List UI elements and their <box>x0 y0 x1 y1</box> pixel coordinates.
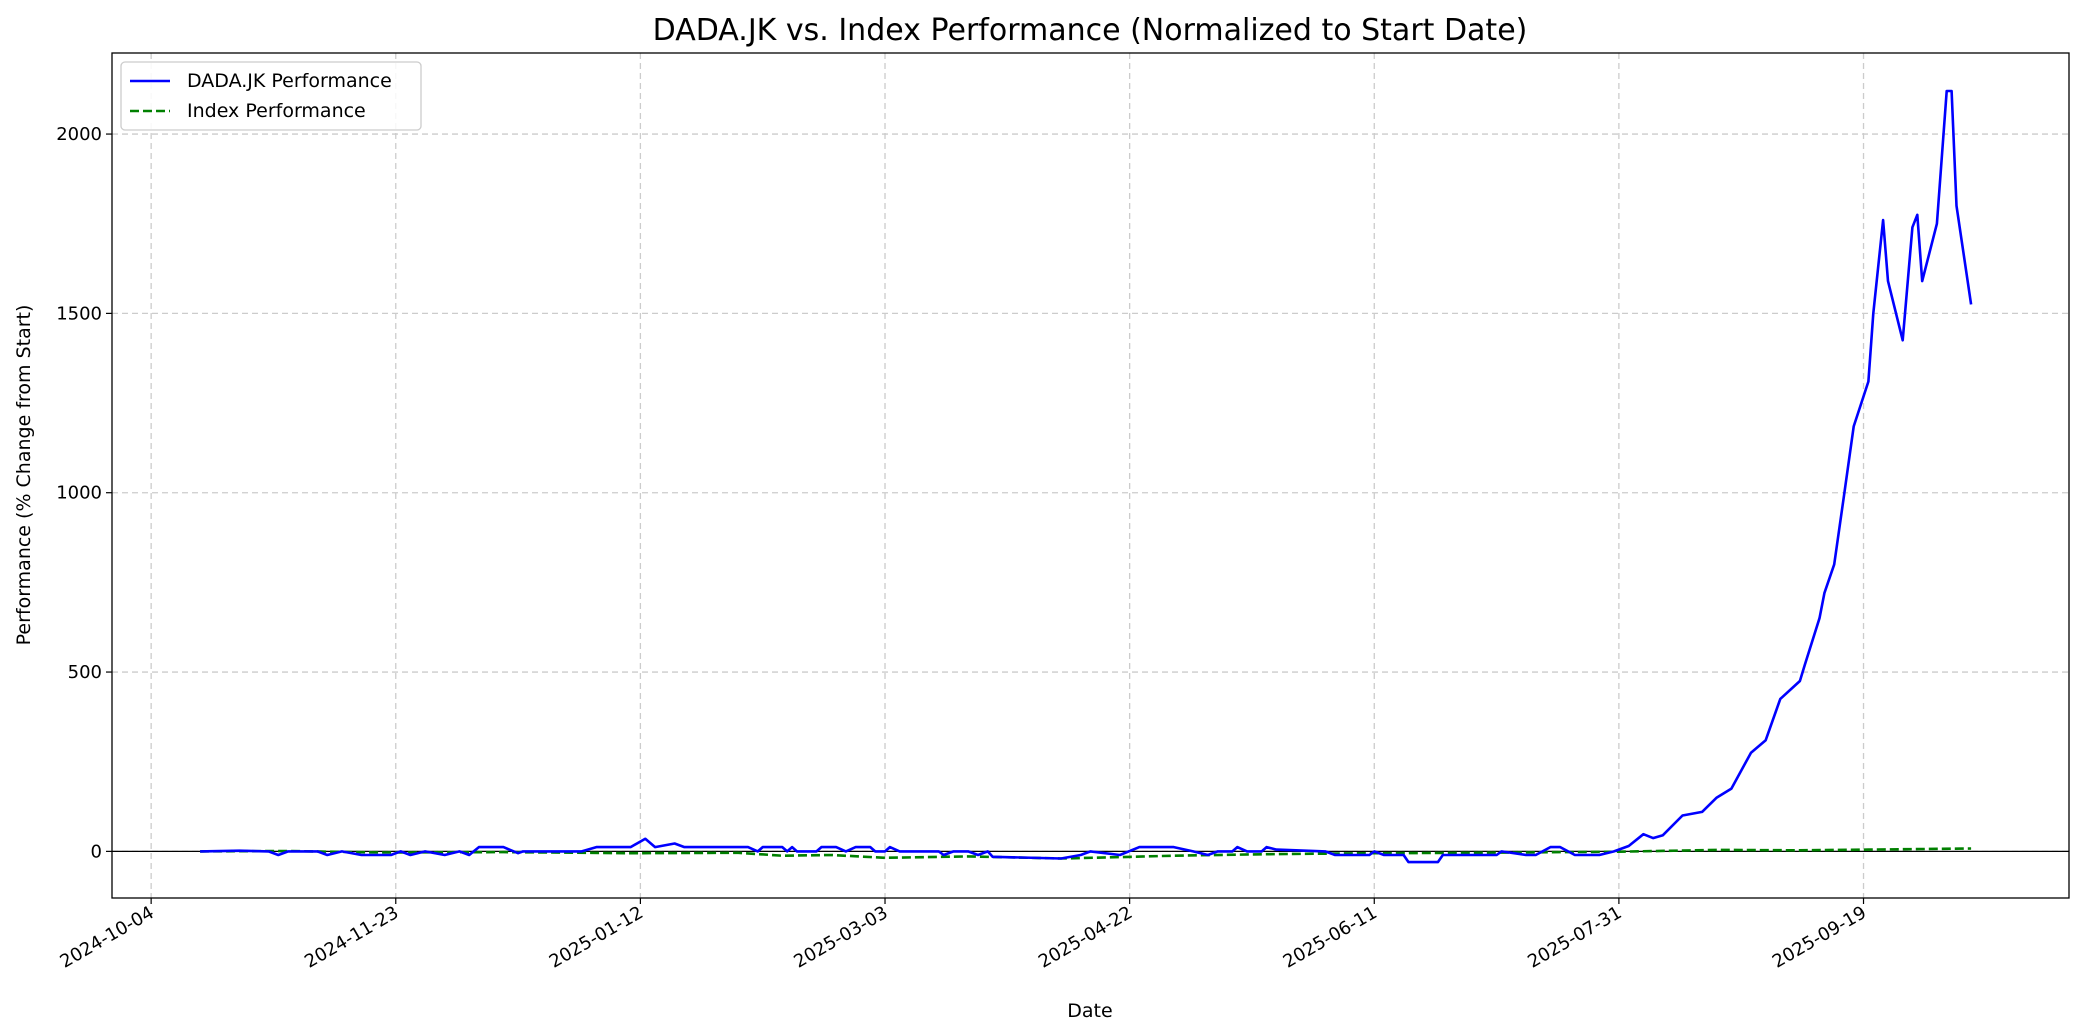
x-tick-label: 2025-09-19 <box>1769 902 1870 972</box>
chart-title: DADA.JK vs. Index Performance (Normalize… <box>653 13 1528 48</box>
legend-box <box>120 61 422 131</box>
x-tick-label: 2025-04-22 <box>1035 902 1136 972</box>
x-axis-label: Date <box>1067 1000 1112 1022</box>
x-tick-label: 2025-06-11 <box>1280 902 1381 972</box>
y-axis-label: Performance (% Change from Start) <box>13 305 35 646</box>
x-tick-label: 2024-10-04 <box>57 902 158 972</box>
legend: DADA.JK Performance Index Performance <box>120 61 422 131</box>
y-tick-label: 500 <box>68 662 102 683</box>
y-tick-label: 0 <box>91 841 102 862</box>
y-tick-label: 1500 <box>56 303 102 324</box>
x-tick-label: 2025-03-03 <box>790 902 891 972</box>
x-tick-label: 2024-11-23 <box>301 902 402 972</box>
x-tick-label: 2025-01-12 <box>546 902 647 972</box>
y-axis-ticks: 0 500 1000 1500 2000 <box>56 124 112 862</box>
grid-lines <box>112 53 2069 898</box>
y-tick-label: 1000 <box>56 483 102 504</box>
series-line-dada <box>200 89 1973 864</box>
x-tick-label: 2025-07-31 <box>1524 902 1625 972</box>
legend-label-dada: DADA.JK Performance <box>187 70 392 92</box>
legend-label-index: Index Performance <box>187 100 366 122</box>
series-lines <box>200 89 1973 864</box>
x-axis-ticks: 2024-10-04 2024-11-23 2025-01-12 2025-03-03… <box>57 898 1870 973</box>
plot-frame <box>111 52 2070 899</box>
y-tick-label: 2000 <box>56 124 102 145</box>
